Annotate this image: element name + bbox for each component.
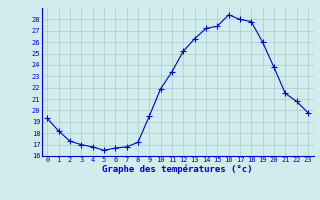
X-axis label: Graphe des températures (°c): Graphe des températures (°c) — [102, 165, 253, 174]
